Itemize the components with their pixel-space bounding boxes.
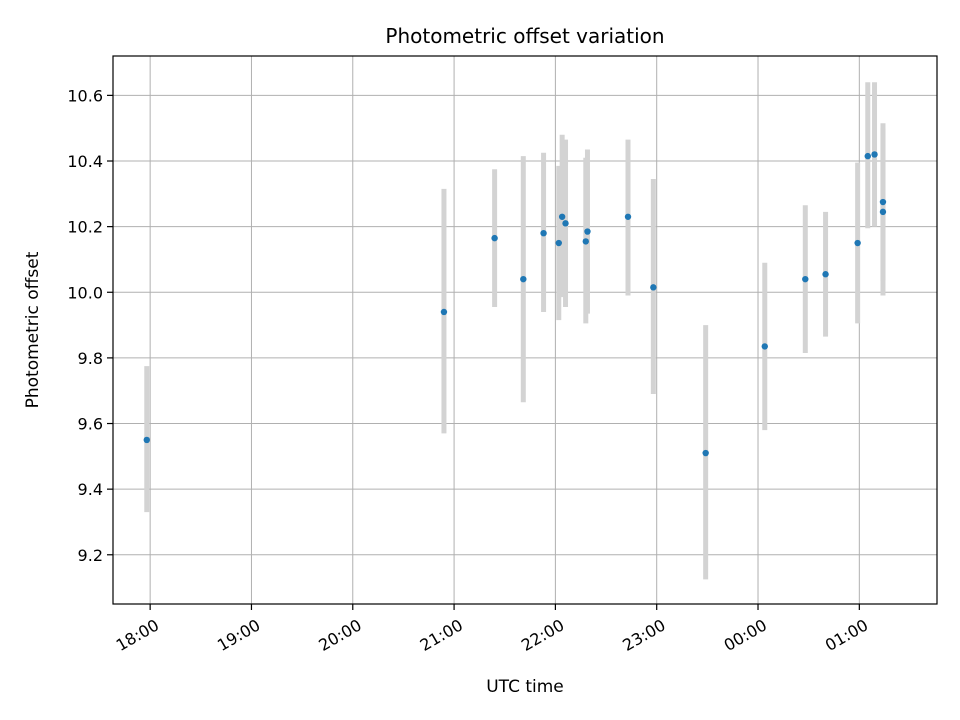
data-point [624,213,632,220]
y-tick-label: 9.8 [78,349,103,368]
data-point [879,208,887,216]
data-point [558,213,566,220]
data-points [143,151,887,457]
data-point [871,151,878,158]
data-point [143,436,150,444]
data-point [864,152,871,160]
y-tick-label: 9.4 [78,480,103,499]
data-point [702,449,709,457]
data-point [822,271,829,278]
x-tick-label: 18:00 [113,615,162,655]
data-point [555,239,562,247]
data-point [879,198,887,206]
data-point [491,234,498,242]
x-tick-label: 20:00 [315,615,364,655]
x-tick-label: 23:00 [619,615,668,655]
data-point [802,275,809,283]
y-tick-label: 9.6 [78,415,103,434]
y-tick-label: 9.2 [78,546,103,565]
data-point [520,275,527,283]
data-point [582,238,589,245]
data-point [440,308,448,316]
y-axis-label: Photometric offset [23,251,43,408]
x-tick-label: 00:00 [721,615,770,655]
x-tick-label: 22:00 [518,615,567,655]
x-axis-ticks: 18:00 19:00 20:00 21:00 22:00 23:00 00:00 01:00 [113,604,871,655]
data-point [650,284,657,291]
y-tick-label: 10.0 [67,283,103,302]
plot-frame [112,55,938,605]
y-tick-label: 10.6 [67,86,103,105]
x-tick-label: 01:00 [822,615,871,655]
chart-title: Photometric offset variation [385,24,664,48]
data-point [854,239,861,247]
x-tick-label: 19:00 [214,615,263,655]
error-bars [144,82,886,580]
x-axis-label: UTC time [486,677,564,697]
data-point [540,229,547,237]
y-tick-label: 10.4 [67,152,103,171]
x-tick-label: 21:00 [417,615,466,655]
data-point [761,343,768,350]
data-point [562,220,569,227]
y-tick-label: 10.2 [67,218,103,237]
y-axis-ticks: 9.2 9.4 9.6 9.8 10.0 10.2 10.4 10.6 [67,86,113,565]
data-point [584,228,591,235]
